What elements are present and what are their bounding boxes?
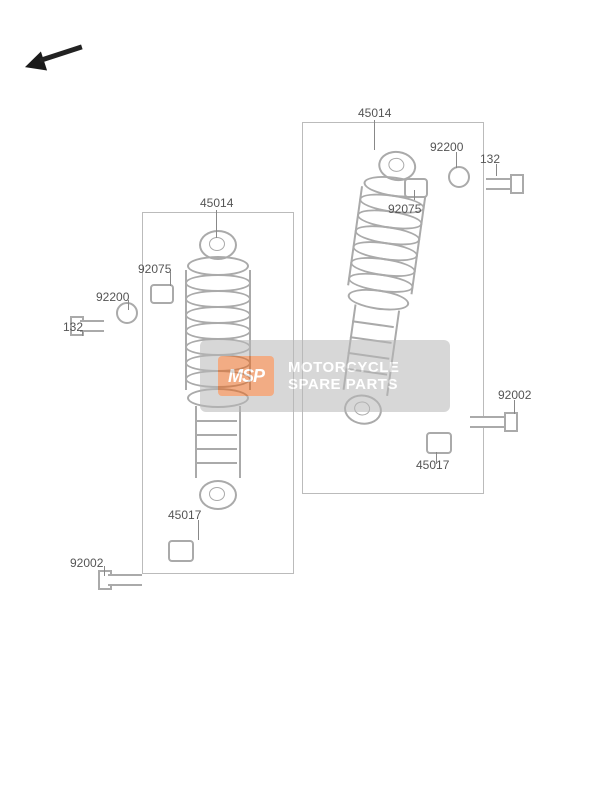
callout-label: 92002 <box>498 388 531 402</box>
leader-line <box>414 190 415 200</box>
leader-line <box>456 152 457 168</box>
callout-label: 92200 <box>96 290 129 304</box>
washer-top-right <box>448 166 470 188</box>
callout-label: 45014 <box>358 106 391 120</box>
watermark-text: MOTORCYCLE SPARE PARTS <box>288 359 399 394</box>
callout-label: 92075 <box>138 262 171 276</box>
arrow-shaft <box>39 45 82 63</box>
watermark-badge: MSP MOTORCYCLE SPARE PARTS <box>200 340 450 412</box>
watermark-line2: SPARE PARTS <box>288 376 399 393</box>
washer-top-left <box>116 302 138 324</box>
leader-line <box>216 210 217 238</box>
callout-label: 45017 <box>416 458 449 472</box>
arrow-head-icon <box>22 51 47 76</box>
bushing-bottom-left <box>168 540 194 562</box>
callout-label: 92002 <box>70 556 103 570</box>
watermark-line1: MOTORCYCLE <box>288 359 399 376</box>
callout-label: 45017 <box>168 508 201 522</box>
leader-line <box>374 120 375 150</box>
callout-label: 92200 <box>430 140 463 154</box>
bushing-top-left <box>150 284 174 304</box>
bushing-bottom-right <box>426 432 452 454</box>
watermark-logo-icon: MSP <box>218 356 274 396</box>
diagram-canvas: 45014 92075 92200 132 45017 92002 45014 … <box>0 0 600 788</box>
leader-line <box>514 400 515 414</box>
callout-label: 132 <box>63 320 83 334</box>
callout-label: 132 <box>480 152 500 166</box>
bushing-top-right <box>404 178 428 198</box>
leader-line <box>104 566 105 576</box>
callout-label: 45014 <box>200 196 233 210</box>
leader-line <box>198 520 199 540</box>
callout-label: 92075 <box>388 202 421 216</box>
